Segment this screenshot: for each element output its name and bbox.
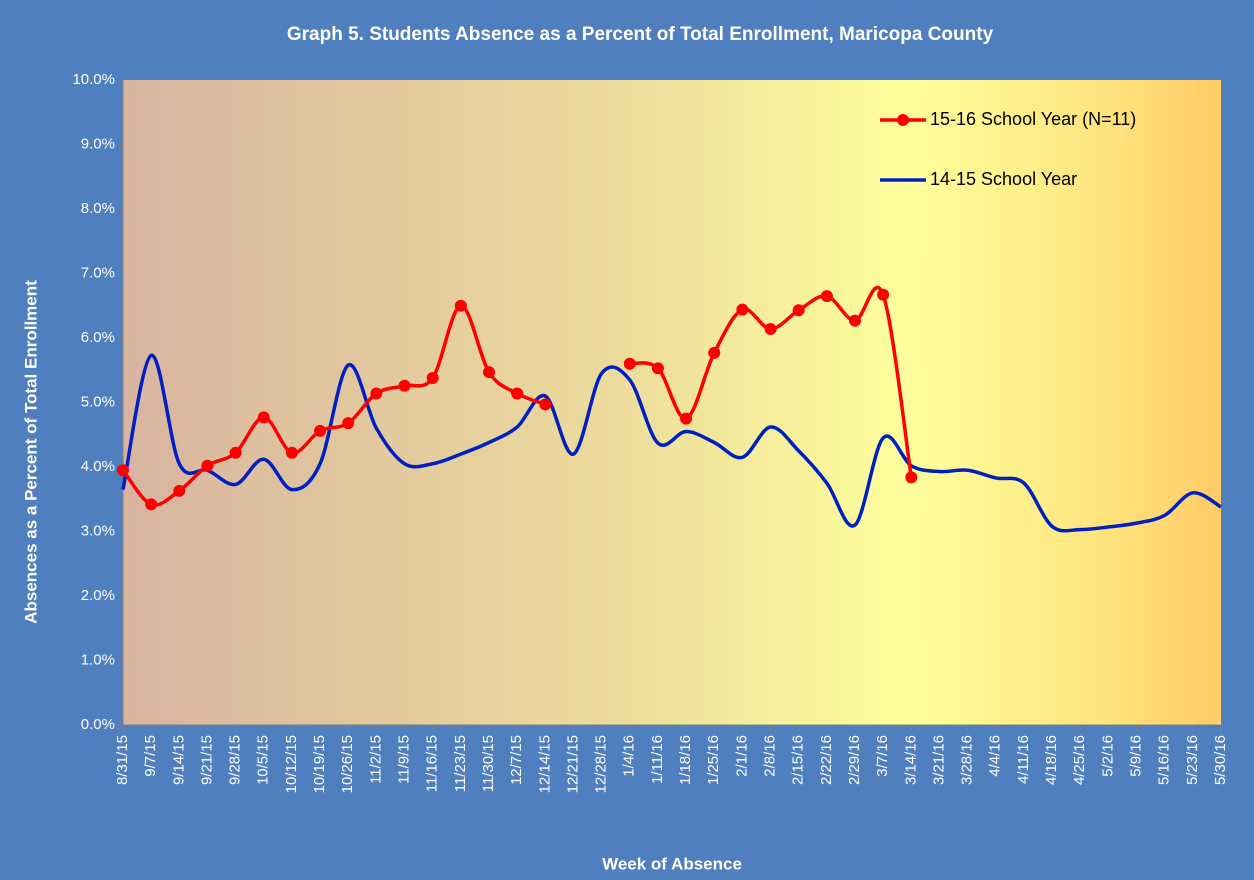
x-tick-label: 4/25/16 [1071, 735, 1088, 785]
x-tick-label: 2/22/16 [818, 735, 835, 785]
x-tick-label: 1/25/16 [705, 735, 722, 785]
x-tick-label: 3/21/16 [930, 735, 947, 785]
x-tick-label: 11/2/15 [367, 735, 384, 784]
legend-marker [897, 114, 909, 126]
x-tick-label: 2/29/16 [846, 735, 863, 785]
x-tick-label: 5/16/16 [1156, 735, 1173, 785]
x-tick-label: 10/5/15 [255, 735, 272, 785]
x-tick-label: 11/23/15 [452, 735, 469, 792]
point [511, 387, 524, 400]
x-tick-label: 10/19/15 [311, 735, 328, 793]
series-line [121, 353, 1222, 533]
x-tick-label: 3/7/16 [874, 735, 891, 777]
point [314, 424, 327, 437]
y-tick-label: 7.0% [81, 264, 115, 281]
y-tick-label: 9.0% [81, 135, 115, 152]
point [398, 379, 411, 392]
x-tick-label: 12/7/15 [508, 735, 525, 785]
point [342, 417, 355, 430]
x-tick-label: 1/4/16 [621, 735, 638, 777]
y-tick-label: 10.0% [72, 71, 115, 88]
x-tick-label: 5/2/16 [1099, 735, 1116, 777]
x-tick-label: 5/30/16 [1212, 735, 1229, 785]
x-tick-label: 8/31/15 [114, 735, 131, 785]
point [849, 314, 861, 327]
x-axis-label: Week of Absence [602, 854, 742, 873]
x-tick-label: 1/18/16 [677, 735, 694, 785]
y-tick-label: 8.0% [81, 200, 115, 217]
point [792, 304, 805, 317]
y-tick-label: 6.0% [81, 329, 115, 346]
point [877, 288, 890, 301]
point [651, 362, 664, 375]
point [764, 322, 777, 335]
point [173, 484, 186, 497]
legend-label: 15-16 School Year (N=11) [930, 109, 1136, 129]
point [229, 446, 242, 459]
x-tick-label: 9/7/15 [142, 735, 159, 777]
plot-area [123, 80, 1221, 725]
point [708, 346, 721, 359]
point [285, 446, 298, 459]
x-tick-label: 12/21/15 [564, 735, 581, 793]
y-axis-label: Absences as a Percent of Total Enrollmen… [21, 280, 40, 624]
point [539, 398, 552, 411]
x-tick-label: 11/9/15 [396, 735, 413, 784]
point [454, 299, 467, 312]
x-tick-label: 4/11/16 [1015, 735, 1032, 784]
x-tick-label: 9/14/15 [170, 735, 187, 785]
point [370, 387, 383, 400]
x-tick-label: 5/9/16 [1128, 735, 1145, 777]
point [623, 357, 636, 370]
point [820, 290, 833, 303]
x-tick-label: 10/26/15 [339, 735, 356, 793]
x-tick-label: 4/18/16 [1043, 735, 1060, 785]
point [117, 464, 129, 477]
chart-title: Graph 5. Students Absence as a Percent o… [287, 24, 994, 45]
x-tick-label: 2/15/16 [790, 735, 807, 785]
legend-label: 14-15 School Year [930, 169, 1077, 189]
point [680, 412, 693, 425]
y-tick-label: 1.0% [81, 651, 115, 668]
x-tick-label: 12/28/15 [593, 735, 610, 793]
y-tick-label: 5.0% [81, 393, 115, 410]
series-line [121, 285, 914, 507]
x-tick-label: 3/14/16 [902, 735, 919, 785]
x-tick-label: 3/28/16 [959, 735, 976, 785]
x-tick-label: 1/11/16 [649, 735, 666, 784]
x-tick-label: 2/8/16 [762, 735, 779, 777]
point [201, 459, 214, 472]
point [905, 471, 918, 484]
y-tick-label: 3.0% [81, 522, 115, 539]
x-tick-label: 12/14/15 [536, 735, 553, 793]
point [145, 498, 158, 511]
x-tick-label: 5/23/16 [1184, 735, 1201, 785]
y-tick-label: 0.0% [81, 716, 115, 733]
y-tick-label: 2.0% [81, 587, 115, 604]
point [257, 411, 270, 424]
x-tick-label: 11/16/15 [424, 735, 441, 792]
x-tick-label: 11/30/15 [480, 735, 497, 792]
point [483, 366, 495, 379]
x-tick-label: 10/12/15 [283, 735, 300, 793]
x-tick-label: 2/1/16 [733, 735, 750, 777]
point [736, 303, 749, 316]
y-tick-label: 4.0% [81, 458, 115, 475]
x-tick-label: 9/28/15 [227, 735, 244, 785]
point [426, 371, 439, 384]
x-tick-label: 4/4/16 [987, 735, 1004, 777]
x-tick-label: 9/21/15 [198, 735, 215, 785]
